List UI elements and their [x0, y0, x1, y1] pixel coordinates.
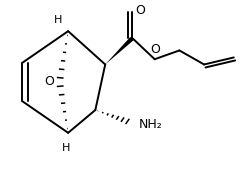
Text: NH₂: NH₂: [138, 118, 162, 131]
Polygon shape: [105, 37, 134, 64]
Text: O: O: [135, 4, 145, 17]
Text: O: O: [45, 75, 54, 88]
Text: H: H: [62, 143, 70, 153]
Text: O: O: [150, 43, 160, 56]
Text: H: H: [54, 15, 62, 25]
